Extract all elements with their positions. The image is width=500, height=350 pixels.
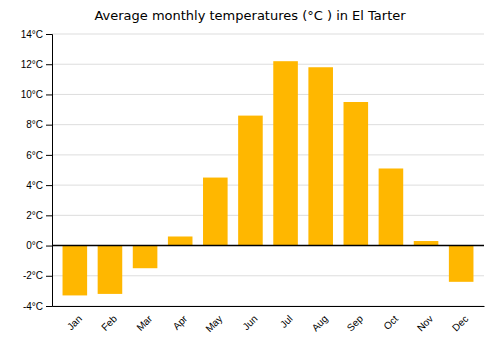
y-axis: -4°C -2°C 0°C 2°C 4°C 6°C 8°C 10°C 12°C 14°C	[21, 29, 53, 312]
x-tick: Sep	[345, 313, 366, 334]
x-tick-label: Feb	[99, 313, 119, 333]
y-tick: 8°C	[26, 119, 52, 130]
x-tick-label: Apr	[171, 313, 190, 332]
x-tick: Apr	[171, 313, 190, 332]
y-tick-label: 8°C	[26, 119, 43, 130]
y-tick-mark	[46, 125, 52, 126]
bar	[308, 67, 333, 245]
y-tick: 2°C	[26, 210, 52, 221]
x-tick: Mar	[134, 313, 154, 333]
y-tick-mark	[46, 306, 52, 307]
bar	[273, 61, 298, 245]
grid-line	[52, 185, 484, 186]
y-tick: 12°C	[21, 59, 52, 70]
x-tick: Jun	[240, 313, 259, 332]
bar	[168, 236, 193, 245]
x-tick-label: Jun	[240, 313, 259, 332]
grid-line	[52, 64, 484, 65]
grid-line	[52, 94, 484, 95]
y-tick: -2°C	[23, 270, 52, 281]
bar	[133, 246, 158, 269]
zero-line	[52, 245, 484, 247]
y-tick-mark	[46, 246, 52, 247]
x-tick: Feb	[99, 313, 119, 333]
x-tick: Dec	[450, 313, 470, 333]
y-tick-mark	[46, 64, 52, 65]
x-tick: Aug	[310, 313, 330, 333]
y-axis-line	[46, 35, 53, 307]
y-tick-label: 6°C	[26, 150, 43, 161]
x-tick: Jul	[278, 313, 295, 330]
y-tick-label: 10°C	[21, 89, 43, 100]
y-tick: 0°C	[26, 240, 52, 251]
y-tick: 10°C	[21, 89, 52, 100]
plot: -4°C -2°C 0°C 2°C 4°C 6°C 8°C 10°C 12°C 14°C Jan Fe…	[21, 29, 485, 335]
y-tick-label: 12°C	[21, 59, 43, 70]
y-tick-label: 14°C	[21, 29, 43, 40]
y-tick-label: -4°C	[23, 301, 43, 312]
bar	[238, 116, 263, 246]
x-tick: Jan	[65, 313, 84, 332]
x-tick-label: Mar	[134, 313, 154, 333]
x-tick-label: Jan	[65, 313, 84, 332]
y-tick: 6°C	[26, 150, 52, 161]
grid-line	[52, 245, 484, 246]
y-tick-mark	[46, 94, 52, 95]
y-tick: -4°C	[23, 301, 52, 312]
grid-line	[52, 124, 484, 125]
grid-line	[52, 306, 484, 307]
x-tick-label: Dec	[450, 313, 470, 333]
y-tick-label: 0°C	[26, 240, 43, 251]
x-tick: Oct	[381, 313, 400, 332]
grid-line	[52, 154, 484, 155]
title: Average monthly temperatures (°C ) in El…	[94, 8, 406, 23]
x-tick-label: Oct	[381, 313, 400, 332]
bar	[344, 102, 369, 246]
x-tick-label: May	[203, 313, 224, 334]
grid-line	[52, 215, 484, 216]
x-tick: Nov	[415, 313, 435, 333]
grid	[52, 34, 484, 306]
x-axis-line	[53, 306, 485, 307]
grid-line	[52, 34, 484, 35]
x-tick: May	[203, 313, 224, 334]
x-axis: Jan Feb Mar Apr May Jun Jul Aug Sep Oct Nov Dec	[53, 307, 485, 335]
y-tick-label: -2°C	[23, 270, 43, 281]
bar	[63, 246, 88, 296]
bar	[379, 168, 404, 245]
bars	[63, 61, 474, 295]
y-tick: 4°C	[26, 180, 52, 191]
x-tick-label: Nov	[415, 313, 435, 333]
y-tick-mark	[46, 34, 52, 35]
chart: -4°C -2°C 0°C 2°C 4°C 6°C 8°C 10°C 12°C 14°C Jan Fe…	[0, 0, 500, 350]
y-tick: 14°C	[21, 29, 52, 40]
bar	[203, 178, 228, 246]
y-tick-mark	[46, 215, 52, 216]
x-tick-label: Sep	[345, 313, 366, 334]
bar	[449, 246, 474, 282]
y-tick-label: 2°C	[26, 210, 43, 221]
y-tick-label: 4°C	[26, 180, 43, 191]
bar	[98, 246, 123, 294]
y-tick-mark	[46, 155, 52, 156]
x-tick-label: Aug	[310, 313, 330, 333]
y-tick-mark	[46, 185, 52, 186]
x-tick-label: Jul	[278, 313, 295, 330]
y-tick-mark	[46, 276, 52, 277]
